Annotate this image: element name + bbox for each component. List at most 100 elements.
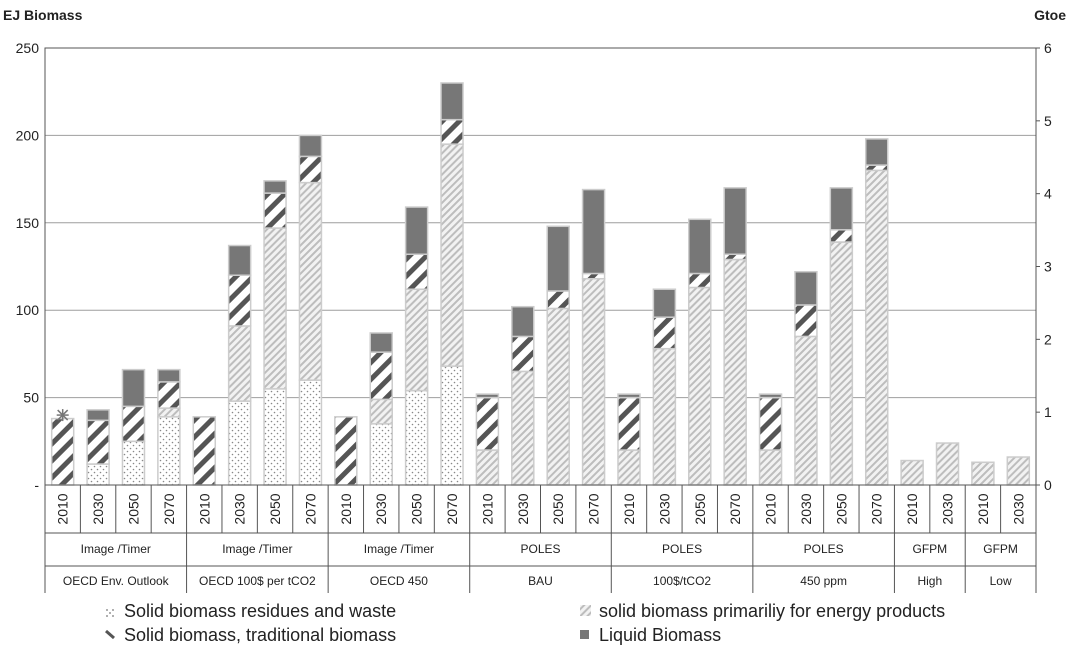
- bar-segment: [86, 419, 110, 465]
- legend-swatch-hatch: [105, 629, 115, 640]
- bar-segment: [440, 365, 464, 486]
- legend-swatch-dot: [112, 609, 114, 611]
- bar-segment: [369, 332, 393, 353]
- group-model-label: POLES: [520, 542, 560, 556]
- star-marker: [56, 409, 69, 422]
- y-axis-left-label: EJ Biomass: [3, 7, 83, 23]
- bar-segment: [794, 304, 818, 338]
- x-tick-label: 2030: [1010, 493, 1026, 524]
- legend-item: Solid biomass, traditional biomass: [105, 625, 396, 645]
- group-model-label: POLES: [662, 542, 702, 556]
- x-tick-label: 2010: [975, 493, 991, 524]
- group-scenario-label: 100$/tCO2: [653, 574, 711, 588]
- x-tick-label: 2030: [515, 493, 531, 524]
- bar-segment: [511, 370, 535, 486]
- bar-segment: [157, 381, 181, 409]
- bar-segment: [723, 187, 747, 256]
- bar-segment: [935, 442, 960, 486]
- bar-segment: [440, 82, 464, 121]
- x-tick-label: 2010: [55, 493, 71, 524]
- x-tick-label: 2030: [90, 493, 106, 524]
- bar-segment: [546, 307, 570, 486]
- legend-swatch-dot: [106, 609, 108, 611]
- legend-item: Solid biomass residues and waste: [106, 601, 396, 621]
- bars: [50, 82, 1031, 486]
- legend-label: Liquid Biomass: [599, 625, 721, 645]
- group-model-label: Image /Timer: [81, 542, 151, 556]
- legend-swatch-light-hatch: [580, 605, 591, 616]
- bar-segment: [404, 206, 429, 256]
- bar-segment: [157, 407, 181, 418]
- bar-segment: [369, 398, 393, 425]
- y-tick-left: 50: [23, 390, 39, 406]
- y-tick-left: 100: [16, 302, 40, 318]
- y-tick-right: 0: [1044, 477, 1052, 493]
- bar-segment: [723, 253, 747, 261]
- bar-segment: [298, 379, 323, 486]
- bar-segment: [546, 290, 570, 310]
- bar-segment: [652, 316, 677, 350]
- legend-swatch-dot: [112, 615, 114, 617]
- bar-segment: [192, 416, 217, 486]
- star-marker-stroke: [57, 409, 69, 421]
- x-tick-label: 2010: [196, 493, 212, 524]
- x-tick-label: 2030: [232, 493, 248, 524]
- bar-segment: [404, 253, 429, 290]
- x-tick-label: 2030: [373, 493, 389, 524]
- y-tick-right: 2: [1044, 331, 1052, 347]
- bar-segment: [227, 400, 252, 486]
- x-tick-label: 2010: [338, 493, 354, 524]
- bar-segment: [617, 449, 641, 486]
- bar-segment: [227, 244, 252, 276]
- group-scenario-label: OECD Env. Outlook: [63, 574, 170, 588]
- legend: Solid biomass residues and waste Solid bi…: [105, 601, 945, 645]
- bar-segment: [652, 288, 677, 318]
- legend-item: Liquid Biomass: [580, 625, 721, 645]
- legend-swatch-dot: [109, 612, 111, 614]
- group-model-label: POLES: [804, 542, 844, 556]
- bar-segment: [758, 449, 783, 486]
- x-tick-label: 2010: [763, 493, 779, 524]
- bar-segment: [86, 409, 110, 422]
- y-tick-right: 6: [1044, 40, 1052, 56]
- x-tick-label: 2050: [125, 493, 141, 524]
- bar-segment: [404, 389, 429, 486]
- bar-segment: [298, 155, 323, 184]
- bar-segment: [581, 272, 606, 280]
- bar-segment: [758, 393, 783, 399]
- bar-segment: [1006, 456, 1031, 486]
- x-tick-label: 2050: [267, 493, 283, 524]
- bar-segment: [617, 393, 641, 399]
- legend-swatch-dot: [106, 615, 108, 617]
- x-tick-label: 2050: [692, 493, 708, 524]
- x-tick-label: 2070: [727, 493, 743, 524]
- bar-segment: [511, 305, 535, 338]
- x-tick-label: 2030: [656, 493, 672, 524]
- group-model-label: Image /Timer: [222, 542, 292, 556]
- y-tick-left: 200: [16, 127, 40, 143]
- bar-segment: [864, 138, 889, 166]
- y-tick-left: 250: [16, 40, 40, 56]
- group-scenario-label: OECD 100$ per tCO2: [199, 574, 316, 588]
- x-tick-label: 2050: [550, 493, 566, 524]
- bar-segment: [829, 187, 854, 231]
- x-tick-label: 2070: [161, 493, 177, 524]
- y-tick-left: -: [34, 477, 39, 493]
- x-tick-label: 2070: [302, 493, 318, 524]
- x-tick-label: 2070: [869, 493, 885, 524]
- group-model-label: Image /Timer: [364, 542, 434, 556]
- bar-segment: [581, 277, 606, 486]
- group-scenario-label: Low: [990, 574, 1012, 588]
- bar-segment: [334, 416, 358, 486]
- legend-swatch-solid: [580, 630, 589, 639]
- y-tick-right: 3: [1044, 259, 1052, 275]
- y-tick-right: 4: [1044, 186, 1052, 202]
- bar-segment: [263, 227, 287, 390]
- bar-segment: [298, 134, 323, 158]
- x-tick-label: 2050: [409, 493, 425, 524]
- bar-segment: [157, 416, 181, 486]
- bar-segment: [263, 388, 287, 486]
- group-model-label: GFPM: [983, 542, 1018, 556]
- y-tick-left: 150: [16, 215, 40, 231]
